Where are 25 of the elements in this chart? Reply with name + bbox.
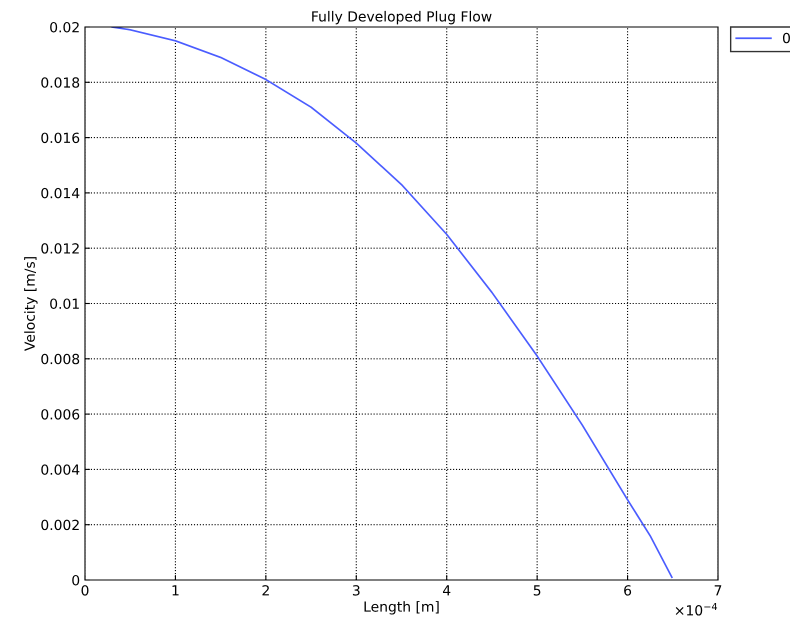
chart-title: Fully Developed Plug Flow [312,10,492,24]
x-tick-label: 2 [262,585,269,596]
x-tick-label: 4 [442,585,450,596]
x-tick-label: 7 [714,585,722,596]
x-axis-title: Length [m] [364,601,439,615]
y-axis-title: Velocity [m/s] [24,257,38,351]
y-tick-label: 0.01 [50,298,79,309]
x-tick-label: 0 [81,585,88,596]
y-tick-label: 0.016 [41,132,80,144]
y-tick-label: 0.012 [41,243,79,254]
y-tick-label: 0.002 [41,520,79,530]
x-tick-label: 6 [624,585,632,596]
legend-label: 0 [782,32,790,44]
text: ×10$^{−4}$ [676,602,718,616]
y-tick-label: 0 [72,574,80,586]
x-tick-label: 3 [352,585,360,596]
y-tick-label: 0.014 [41,188,80,198]
line-series [111,27,673,578]
y-tick-label: 0.008 [41,354,80,364]
x-tick-label: 1 [172,585,179,596]
y-tick-label: 0.018 [41,77,80,88]
y-tick-label: 0.02 [50,22,79,32]
y-tick-label: 0.006 [41,409,80,420]
y-tick-label: 0.004 [41,464,80,475]
x-tick-label: 5 [534,585,540,596]
